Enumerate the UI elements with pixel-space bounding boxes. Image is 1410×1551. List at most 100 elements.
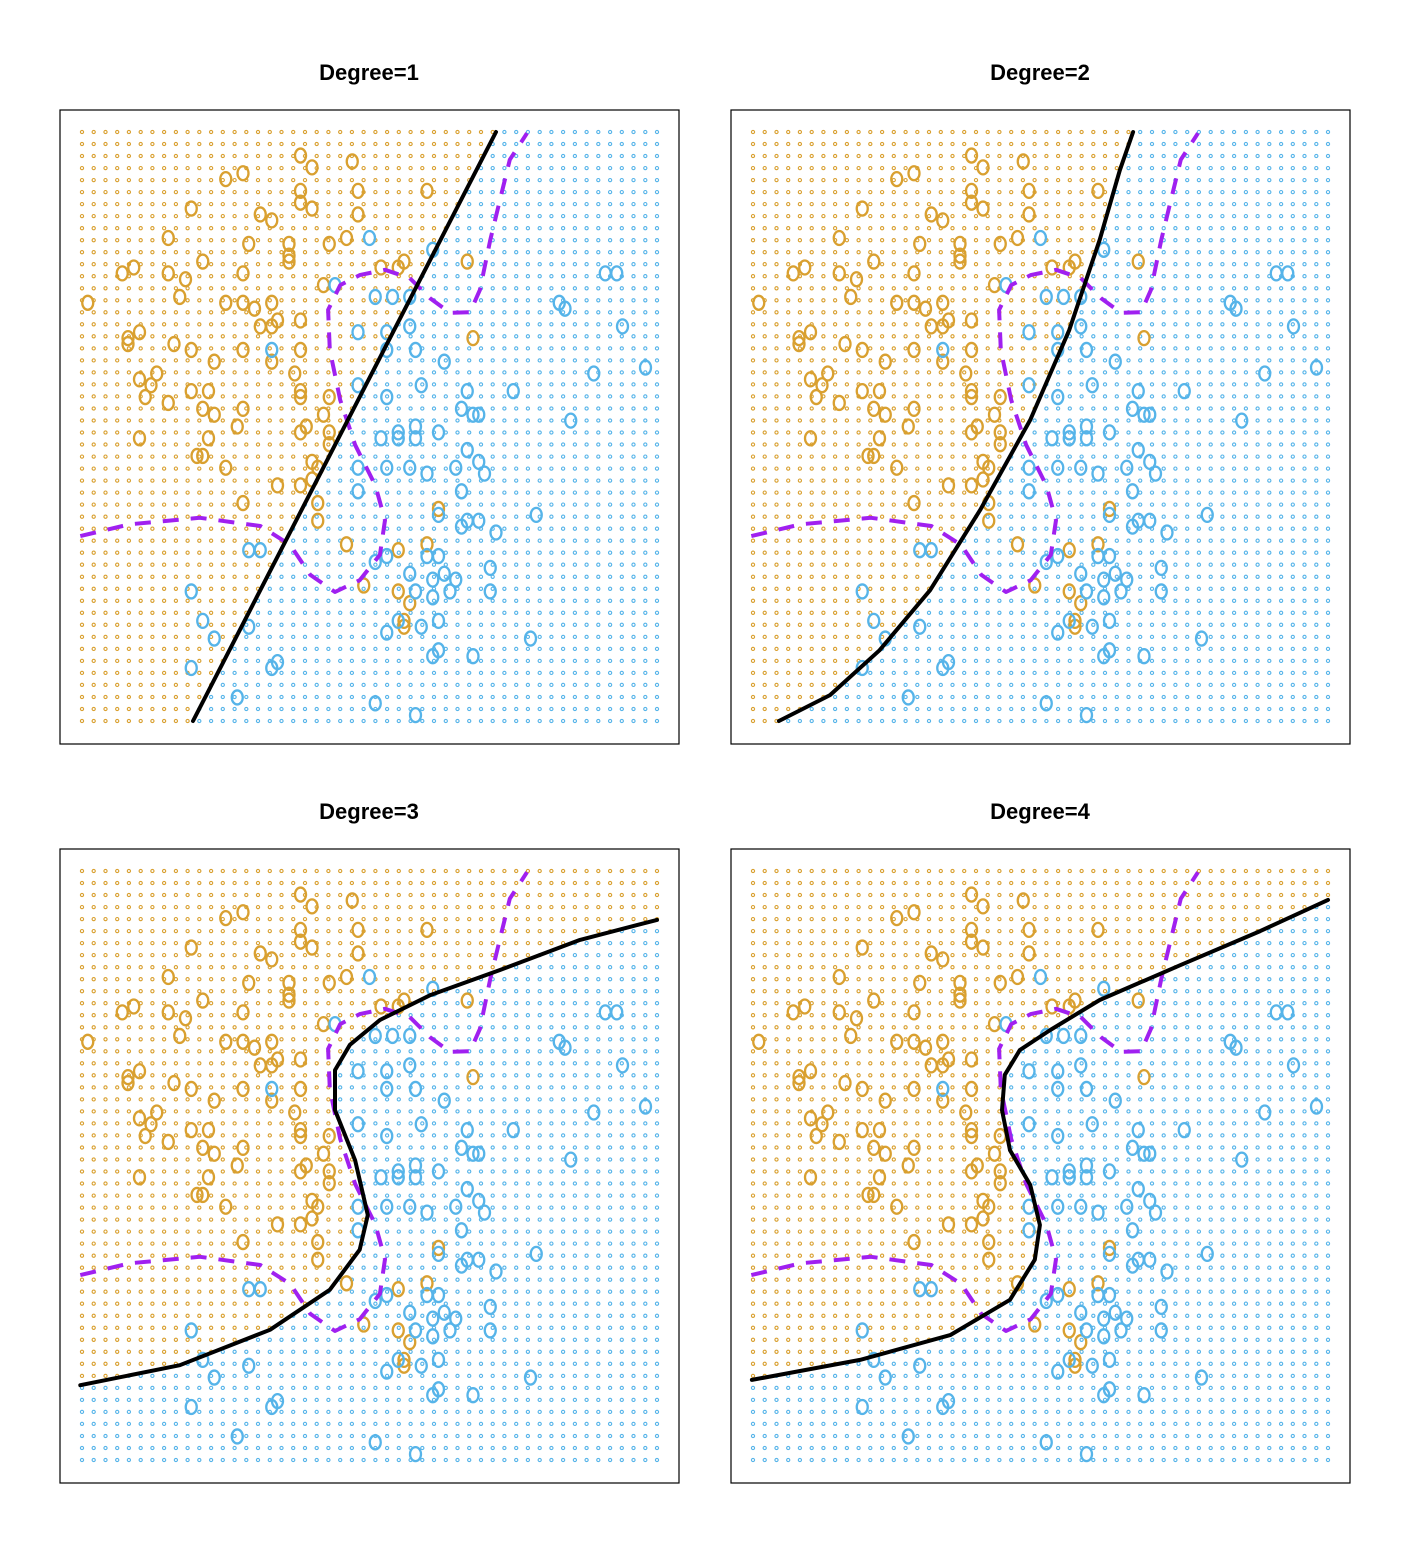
grid-dot bbox=[185, 706, 190, 712]
grid-dot bbox=[267, 598, 272, 603]
grid-dot bbox=[560, 682, 566, 688]
grid-dot bbox=[408, 682, 413, 688]
grid-dot bbox=[197, 586, 202, 591]
grid-dot bbox=[138, 634, 143, 640]
grid-dot bbox=[373, 610, 378, 615]
grid-dot bbox=[349, 682, 355, 688]
grid-dot bbox=[502, 610, 507, 615]
grid-dot bbox=[208, 610, 214, 615]
grid-dot bbox=[467, 610, 472, 615]
grid-dot bbox=[537, 670, 542, 676]
grid-dot bbox=[502, 586, 507, 591]
grid-dot bbox=[525, 694, 531, 700]
grid-dot bbox=[455, 658, 460, 664]
grid-dot bbox=[572, 634, 578, 640]
grid-dot bbox=[607, 634, 613, 640]
grid-dot bbox=[138, 586, 143, 591]
grid-dot bbox=[197, 634, 202, 640]
grid-dot bbox=[103, 694, 108, 700]
grid-dot bbox=[232, 610, 237, 615]
grid-dot bbox=[560, 658, 566, 664]
grid-dot bbox=[455, 610, 460, 615]
grid-dot bbox=[115, 622, 120, 627]
grid-dot bbox=[502, 622, 507, 627]
grid-dot bbox=[326, 610, 331, 615]
grid-dot bbox=[173, 646, 179, 652]
grid-dot bbox=[349, 694, 355, 700]
grid-dot bbox=[619, 670, 624, 676]
grid-dot bbox=[220, 718, 225, 724]
grid-dot bbox=[150, 718, 155, 724]
grid-dot bbox=[373, 718, 378, 724]
grid-dot bbox=[643, 682, 648, 688]
grid-dot bbox=[361, 658, 366, 664]
grid-dot bbox=[467, 622, 472, 627]
grid-dot bbox=[619, 682, 624, 688]
grid-dot bbox=[514, 610, 519, 615]
grid-dot bbox=[161, 622, 167, 627]
grid-dot bbox=[115, 682, 120, 688]
grid-dot bbox=[431, 634, 437, 640]
grid-dot bbox=[126, 718, 132, 724]
grid-dot bbox=[572, 622, 578, 627]
grid-dot bbox=[607, 610, 613, 615]
grid-dot bbox=[349, 706, 355, 712]
grid-dot bbox=[173, 718, 179, 724]
grid-dot bbox=[619, 586, 624, 591]
grid-dot bbox=[384, 586, 390, 591]
grid-dot bbox=[467, 598, 472, 603]
grid-dot bbox=[338, 634, 343, 640]
grid-dot bbox=[79, 610, 85, 615]
grid-dot bbox=[537, 598, 542, 603]
grid-dot bbox=[643, 598, 648, 603]
grid-dot bbox=[314, 622, 319, 627]
grid-dot bbox=[607, 646, 613, 652]
grid-dot bbox=[279, 598, 284, 603]
grid-dot bbox=[455, 622, 460, 627]
grid-dot bbox=[255, 574, 261, 579]
grid-dot bbox=[361, 670, 366, 676]
grid-dot bbox=[396, 658, 401, 664]
grid-dot bbox=[396, 706, 401, 712]
grid-dot bbox=[79, 706, 85, 712]
grid-dot bbox=[255, 622, 261, 627]
grid-dot bbox=[502, 682, 507, 688]
grid-dot bbox=[443, 658, 448, 664]
grid-dot bbox=[643, 658, 648, 664]
grid-dot bbox=[643, 670, 648, 676]
grid-dot bbox=[560, 622, 566, 627]
grid-dot bbox=[420, 658, 425, 664]
grid-dot bbox=[150, 562, 155, 567]
grid-dot bbox=[490, 682, 495, 688]
grid-dot bbox=[607, 622, 613, 627]
grid-dot bbox=[349, 670, 355, 676]
grid-dot bbox=[185, 694, 190, 700]
grid-dot bbox=[431, 598, 437, 603]
grid-dot bbox=[91, 718, 96, 724]
grid-dot bbox=[79, 622, 85, 627]
grid-dot bbox=[244, 706, 249, 712]
grid-dot bbox=[631, 658, 636, 664]
grid-dot bbox=[408, 598, 413, 603]
grid-dot bbox=[349, 646, 355, 652]
grid-dot bbox=[643, 610, 648, 615]
grid-dot bbox=[150, 574, 155, 579]
grid-dot bbox=[384, 658, 390, 664]
grid-dot bbox=[619, 622, 624, 627]
grid-dot bbox=[584, 586, 589, 591]
grid-dot bbox=[173, 706, 179, 712]
grid-dot bbox=[443, 718, 448, 724]
grid-dot bbox=[525, 682, 531, 688]
grid-dot bbox=[126, 610, 132, 615]
grid-dot bbox=[584, 646, 589, 652]
grid-dot bbox=[584, 706, 589, 712]
grid-dot bbox=[138, 622, 143, 627]
grid-dot bbox=[373, 682, 378, 688]
grid-dot bbox=[467, 694, 472, 700]
grid-dot bbox=[244, 646, 249, 652]
grid-dot bbox=[537, 574, 542, 579]
grid-dot bbox=[302, 658, 308, 664]
grid-dot bbox=[502, 658, 507, 664]
grid-dot bbox=[478, 682, 484, 688]
grid-dot bbox=[197, 658, 202, 664]
